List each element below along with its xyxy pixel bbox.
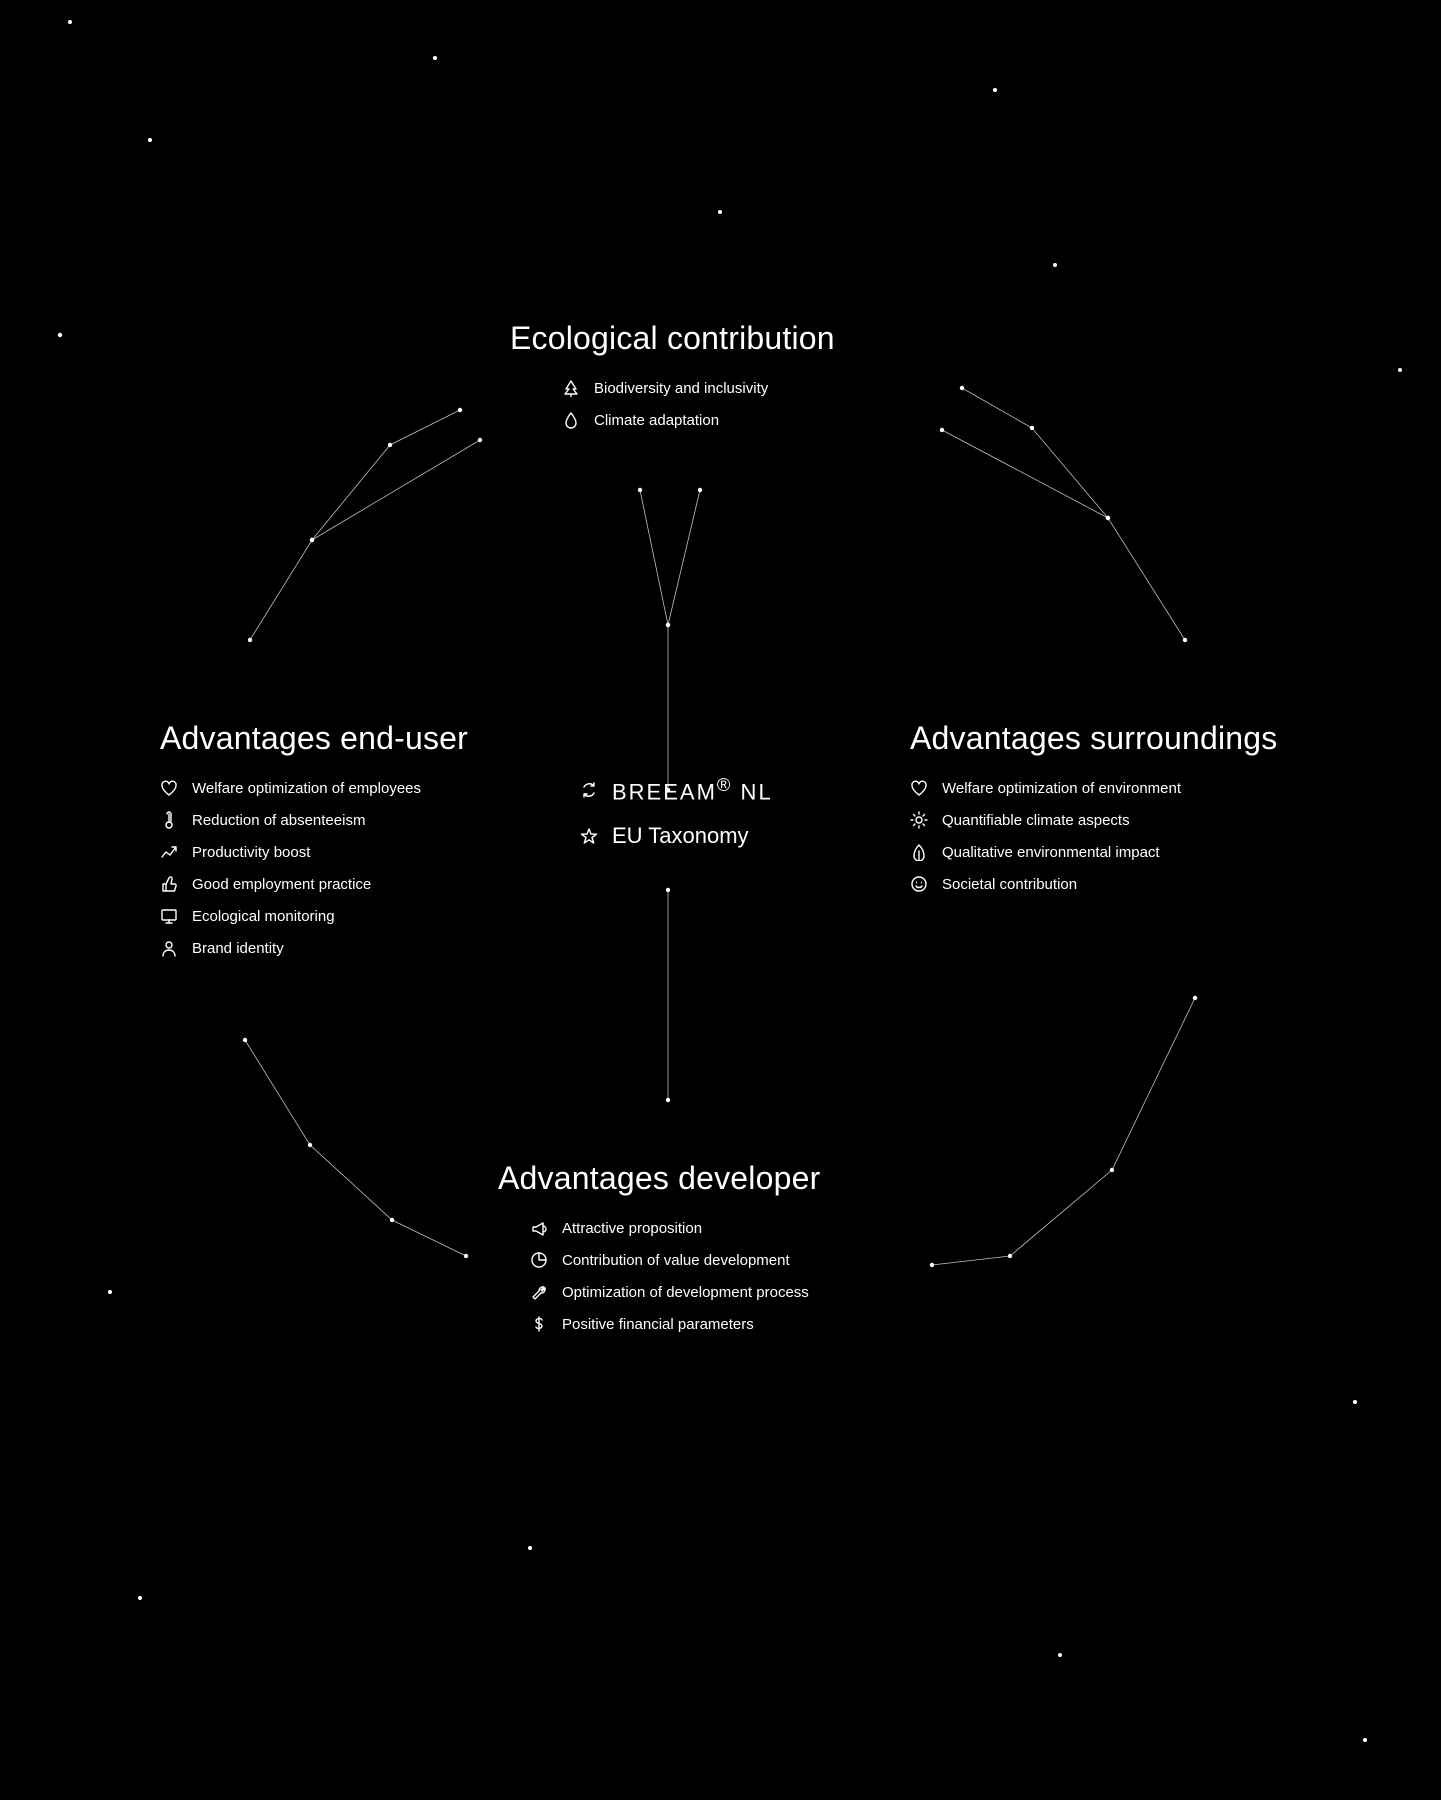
list-item: Productivity boost <box>160 843 468 861</box>
section-advantages-developer: Advantages developer Attractive proposit… <box>498 1160 820 1347</box>
section-title: Ecological contribution <box>510 320 835 357</box>
item-label: Biodiversity and inclusivity <box>594 380 768 397</box>
leaf-icon <box>910 843 928 861</box>
dollar-icon <box>530 1315 548 1333</box>
heart-icon <box>910 779 928 797</box>
list-item: Welfare optimization of environment <box>910 779 1278 797</box>
list-item: Brand identity <box>160 939 468 957</box>
item-label: Good employment practice <box>192 876 371 893</box>
star-icon <box>580 827 598 845</box>
item-label: Productivity boost <box>192 844 310 861</box>
trend-icon <box>160 843 178 861</box>
list-item: Biodiversity and inclusivity <box>562 379 835 397</box>
monitor-icon <box>160 907 178 925</box>
item-label: Brand identity <box>192 940 284 957</box>
center-row: EU Taxonomy <box>580 823 773 849</box>
item-label: Optimization of development process <box>562 1284 809 1301</box>
thumb-icon <box>160 875 178 893</box>
item-label: Attractive proposition <box>562 1220 702 1237</box>
center-row: BREEAM® NL <box>580 774 773 805</box>
list-item: Good employment practice <box>160 875 468 893</box>
item-label: Ecological monitoring <box>192 908 335 925</box>
item-label: Contribution of value development <box>562 1252 790 1269</box>
item-label: Quantifiable climate aspects <box>942 812 1130 829</box>
section-title: Advantages end-user <box>160 720 468 757</box>
drop-icon <box>562 411 580 429</box>
diagram-stage: Ecological contribution Biodiversity and… <box>0 0 1441 1800</box>
center-label: BREEAM® NL <box>612 774 773 805</box>
heart-icon <box>160 779 178 797</box>
list-item: Contribution of value development <box>530 1251 820 1269</box>
section-advantages-end-user: Advantages end-user Welfare optimization… <box>160 720 468 971</box>
recycle-icon <box>580 781 598 799</box>
list-item: Quantifiable climate aspects <box>910 811 1278 829</box>
item-list: Welfare optimization of environment Quant… <box>910 779 1278 893</box>
pie-icon <box>530 1251 548 1269</box>
item-label: Qualitative environmental impact <box>942 844 1160 861</box>
list-item: Positive financial parameters <box>530 1315 820 1333</box>
item-label: Welfare optimization of employees <box>192 780 421 797</box>
list-item: Climate adaptation <box>562 411 835 429</box>
wrench-icon <box>530 1283 548 1301</box>
list-item: Societal contribution <box>910 875 1278 893</box>
item-label: Reduction of absenteeism <box>192 812 365 829</box>
item-label: Climate adaptation <box>594 412 719 429</box>
megaphone-icon <box>530 1219 548 1237</box>
center-label: EU Taxonomy <box>612 823 749 849</box>
item-label: Positive financial parameters <box>562 1316 754 1333</box>
list-item: Welfare optimization of employees <box>160 779 468 797</box>
list-item: Ecological monitoring <box>160 907 468 925</box>
section-advantages-surroundings: Advantages surroundings Welfare optimiza… <box>910 720 1278 907</box>
thermo-icon <box>160 811 178 829</box>
section-ecological-contribution: Ecological contribution Biodiversity and… <box>510 320 835 443</box>
item-label: Societal contribution <box>942 876 1077 893</box>
list-item: Reduction of absenteeism <box>160 811 468 829</box>
section-title: Advantages developer <box>498 1160 820 1197</box>
item-list: Attractive proposition Contribution of va… <box>530 1219 820 1333</box>
item-list: Welfare optimization of employees Reducti… <box>160 779 468 957</box>
sun-icon <box>910 811 928 829</box>
item-list: Biodiversity and inclusivity Climate adap… <box>562 379 835 429</box>
item-label: Welfare optimization of environment <box>942 780 1181 797</box>
list-item: Qualitative environmental impact <box>910 843 1278 861</box>
list-item: Attractive proposition <box>530 1219 820 1237</box>
center-block: BREEAM® NL EU Taxonomy <box>580 774 773 867</box>
tree-icon <box>562 379 580 397</box>
list-item: Optimization of development process <box>530 1283 820 1301</box>
smile-icon <box>910 875 928 893</box>
person-icon <box>160 939 178 957</box>
section-title: Advantages surroundings <box>910 720 1278 757</box>
